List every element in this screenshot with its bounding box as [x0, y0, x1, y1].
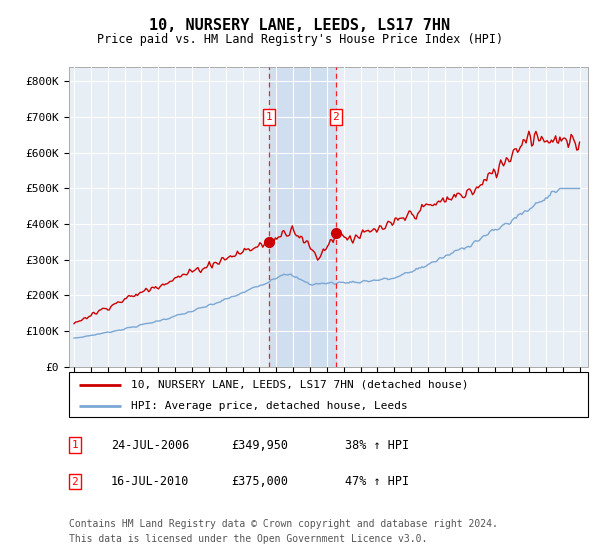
- Text: 2: 2: [71, 477, 79, 487]
- Text: This data is licensed under the Open Government Licence v3.0.: This data is licensed under the Open Gov…: [69, 534, 427, 544]
- Text: £375,000: £375,000: [231, 475, 288, 488]
- Text: Price paid vs. HM Land Registry's House Price Index (HPI): Price paid vs. HM Land Registry's House …: [97, 32, 503, 46]
- Text: 38% ↑ HPI: 38% ↑ HPI: [345, 438, 409, 452]
- Text: Contains HM Land Registry data © Crown copyright and database right 2024.: Contains HM Land Registry data © Crown c…: [69, 519, 498, 529]
- Text: 10, NURSERY LANE, LEEDS, LS17 7HN (detached house): 10, NURSERY LANE, LEEDS, LS17 7HN (detac…: [131, 380, 469, 390]
- Text: £349,950: £349,950: [231, 438, 288, 452]
- Text: HPI: Average price, detached house, Leeds: HPI: Average price, detached house, Leed…: [131, 401, 408, 411]
- Text: 47% ↑ HPI: 47% ↑ HPI: [345, 475, 409, 488]
- Text: 24-JUL-2006: 24-JUL-2006: [111, 438, 190, 452]
- Text: 1: 1: [71, 440, 79, 450]
- Text: 2: 2: [332, 112, 339, 122]
- Text: 1: 1: [265, 112, 272, 122]
- FancyBboxPatch shape: [69, 372, 588, 417]
- Text: 10, NURSERY LANE, LEEDS, LS17 7HN: 10, NURSERY LANE, LEEDS, LS17 7HN: [149, 18, 451, 32]
- Text: 16-JUL-2010: 16-JUL-2010: [111, 475, 190, 488]
- Bar: [269, 67, 336, 367]
